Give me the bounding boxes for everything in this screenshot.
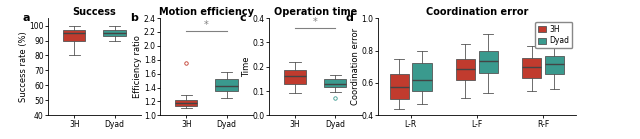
- Y-axis label: Efficiency ratio: Efficiency ratio: [134, 35, 143, 98]
- Text: a: a: [22, 13, 29, 23]
- PathPatch shape: [63, 30, 85, 41]
- PathPatch shape: [522, 58, 541, 78]
- Title: Coordination error: Coordination error: [426, 7, 528, 17]
- PathPatch shape: [479, 51, 498, 73]
- PathPatch shape: [390, 74, 409, 99]
- Text: d: d: [346, 13, 354, 23]
- Text: b: b: [131, 13, 138, 23]
- PathPatch shape: [284, 70, 306, 84]
- PathPatch shape: [104, 30, 125, 36]
- Text: c: c: [239, 13, 246, 23]
- Y-axis label: Success rate (%): Success rate (%): [19, 31, 28, 102]
- Title: Operation time: Operation time: [273, 7, 357, 17]
- Title: Motion efficiency: Motion efficiency: [159, 7, 254, 17]
- Text: *: *: [313, 17, 317, 27]
- Y-axis label: Coordination error: Coordination error: [351, 28, 360, 105]
- PathPatch shape: [175, 100, 197, 106]
- PathPatch shape: [324, 79, 346, 87]
- PathPatch shape: [456, 59, 475, 80]
- Y-axis label: Time: Time: [242, 56, 251, 77]
- Legend: 3H, Dyad: 3H, Dyad: [536, 22, 572, 48]
- PathPatch shape: [216, 79, 237, 91]
- PathPatch shape: [545, 56, 564, 74]
- PathPatch shape: [412, 64, 432, 91]
- Title: Success: Success: [72, 7, 116, 17]
- Text: *: *: [204, 20, 209, 30]
